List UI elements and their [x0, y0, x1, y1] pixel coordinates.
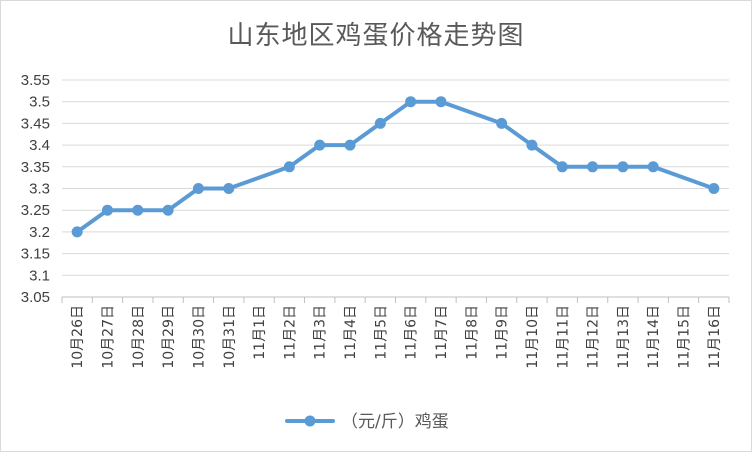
y-tick-label: 3.2 — [29, 224, 50, 241]
x-tick-label: 11月16日 — [707, 305, 723, 369]
data-point — [283, 161, 295, 173]
y-tick-label: 3.55 — [21, 72, 50, 89]
y-tick-label: 3.5 — [29, 94, 50, 111]
data-point — [496, 117, 508, 129]
x-tick-label: 11月12日 — [586, 305, 602, 369]
data-point — [708, 183, 720, 194]
y-tick-label: 3.45 — [21, 115, 50, 132]
x-tick-label: 11月1日 — [252, 305, 268, 360]
y-tick-label: 3.1 — [29, 267, 50, 284]
x-tick-label: 11月11日 — [555, 305, 571, 369]
data-point — [162, 204, 174, 216]
x-tick-label: 11月14日 — [646, 305, 662, 369]
data-point — [344, 139, 356, 151]
x-tick-label: 11月7日 — [434, 305, 450, 360]
data-point — [71, 226, 83, 238]
data-point — [405, 96, 417, 108]
y-tick-label: 3.05 — [21, 289, 50, 306]
data-point — [223, 183, 235, 194]
x-tick-label: 11月2日 — [282, 305, 298, 360]
x-tick-label: 11月6日 — [404, 305, 420, 360]
x-tick-label: 11月3日 — [313, 305, 329, 360]
x-tick-label: 10月28日 — [131, 305, 147, 369]
x-tick-label: 11月9日 — [495, 305, 511, 360]
x-tick-label: 11月13日 — [616, 305, 632, 369]
data-point — [435, 96, 447, 108]
x-tick-label: 11月15日 — [677, 305, 693, 369]
y-tick-label: 3.4 — [29, 137, 50, 154]
y-tick-label: 3.3 — [29, 181, 50, 198]
x-tick-label: 10月31日 — [222, 305, 238, 369]
x-tick-label: 11月4日 — [343, 305, 359, 360]
legend-marker — [304, 415, 316, 427]
data-point — [587, 161, 599, 173]
x-tick-label: 10月26日 — [70, 305, 86, 369]
y-tick-label: 3.35 — [21, 159, 50, 176]
x-tick-label: 11月5日 — [373, 305, 389, 360]
data-point — [617, 161, 629, 173]
y-tick-label: 3.15 — [21, 246, 50, 263]
x-tick-label: 10月27日 — [100, 305, 116, 369]
x-tick-label: 10月29日 — [161, 305, 177, 369]
data-point — [556, 161, 568, 173]
data-point — [192, 183, 204, 194]
data-point — [101, 204, 113, 216]
data-point — [374, 117, 386, 129]
data-point — [132, 204, 144, 216]
x-tick-label: 11月8日 — [464, 305, 480, 360]
x-tick-label: 10月30日 — [191, 305, 207, 369]
data-point — [647, 161, 659, 173]
legend-label: （元/斤）鸡蛋 — [341, 412, 449, 432]
data-point — [314, 139, 326, 151]
y-tick-label: 3.25 — [21, 202, 50, 219]
x-tick-label: 11月10日 — [525, 305, 541, 369]
chart-title: 山东地区鸡蛋价格走势图 — [227, 21, 525, 51]
data-point — [526, 139, 538, 151]
